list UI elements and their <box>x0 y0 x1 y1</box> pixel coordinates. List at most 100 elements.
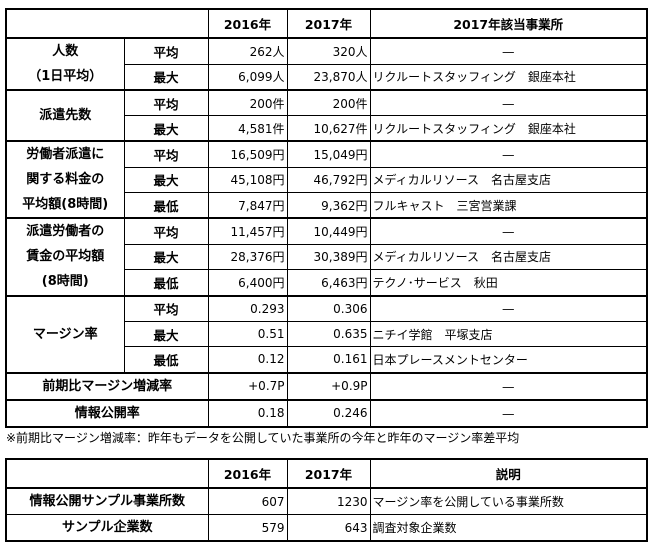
table-row: 派遣先数 平均 200件 200件 — <box>5 88 648 142</box>
table-row: 労働者派遣に 関する料金の 平均額(8時間) 平均 16,509円 15,049円 — <box>5 140 648 219</box>
table-row: 情報公開サンプル事業所数 607 1230 マージン率を公開している事業所数 <box>5 487 648 515</box>
table-row: 最大 28,376円 30,389円 メディカルリソース 名古屋支店 <box>6 243 648 271</box>
sub-label: 最大 <box>123 243 209 271</box>
table-row: 最低 7,847円 9,362円 フルキャスト 三宮営業課 <box>6 192 648 219</box>
table-row: サンプル企業数 579 643 調査対象企業数 <box>5 514 648 542</box>
header-2017: 2017年 <box>286 8 371 39</box>
group-label-line: 関する料金の <box>26 172 105 188</box>
value-2016: 11,457円 <box>207 217 288 245</box>
value-2017: 46,792円 <box>286 166 371 194</box>
sub-label: 最大 <box>123 63 209 91</box>
header-office: 2017年該当事業所 <box>369 8 648 39</box>
office-name: — <box>369 217 648 245</box>
office-name: — <box>369 371 648 401</box>
row-label: サンプル企業数 <box>5 514 209 542</box>
value-2016: 7,847円 <box>207 192 288 219</box>
group-label: 人数 （1日平均） <box>5 37 125 91</box>
office-name: — <box>369 89 648 117</box>
value-2016: 6,099人 <box>207 63 288 91</box>
value-2016: 16,509円 <box>207 140 288 168</box>
sub-label: 最低 <box>123 346 209 374</box>
footnote: ※前期比マージン増減率：昨年もデータを公開していた事業所の今年と昨年のマージン率… <box>6 431 520 445</box>
value-2017: 23,870人 <box>286 63 371 91</box>
value-2016: 262人 <box>207 37 288 65</box>
value-2016: 0.12 <box>207 346 288 374</box>
value-2016: 200件 <box>207 89 288 117</box>
header-blank <box>5 8 209 39</box>
value-2016: 6,400円 <box>207 269 288 296</box>
value-2016: 579 <box>207 514 288 542</box>
value-2017: 6,463円 <box>286 269 371 296</box>
office-name: テクノ･サービス 秋田 <box>369 269 648 296</box>
office-name: — <box>369 140 648 168</box>
value-2017: 9,362円 <box>286 192 371 219</box>
value-2017: 10,449円 <box>286 217 371 245</box>
value-2017: 10,627件 <box>286 115 371 142</box>
header-row: 2016年 2017年 説明 <box>5 458 648 489</box>
value-2017: 643 <box>286 514 371 542</box>
value-2017: 30,389円 <box>286 243 371 271</box>
office-name: メディカルリソース 名古屋支店 <box>369 243 648 271</box>
value-2017: 0.635 <box>286 320 371 348</box>
group-label: 派遣労働者の 賃金の平均額 (8時間) <box>5 217 125 297</box>
office-name: — <box>369 37 648 65</box>
group-label-line: 労働者派遣に <box>26 147 105 163</box>
sub-label: 最大 <box>123 320 209 348</box>
value-2017: 320人 <box>286 37 371 65</box>
sub-label: 平均 <box>123 140 209 168</box>
table-row: 前期比マージン増減率 +0.7P +0.9P — <box>5 371 648 401</box>
value-2017: 200件 <box>286 89 371 117</box>
description: マージン率を公開している事業所数 <box>369 487 648 515</box>
value-2016: +0.7P <box>207 371 288 401</box>
value-2016: 45,108円 <box>207 166 288 194</box>
table-row: 派遣労働者の 賃金の平均額 (8時間) 平均 11,457円 10,449円 — <box>5 217 648 297</box>
office-name: 日本プレースメントセンター <box>369 346 648 374</box>
office-name: ニチイ学館 平塚支店 <box>369 320 648 348</box>
sub-label: 最大 <box>123 115 209 142</box>
sub-label: 最低 <box>123 269 209 296</box>
header-2016: 2016年 <box>207 458 288 489</box>
sub-label: 平均 <box>123 217 209 245</box>
table-row: マージン率 平均 0.293 0.306— <box>5 294 648 374</box>
sample-table: 2016年 2017年 説明 情報公開サンプル事業所数 607 1230 マージン率を公開し… <box>5 458 648 542</box>
value-2016: 0.18 <box>207 398 288 428</box>
header-description: 説明 <box>369 458 648 489</box>
office-name: リクルートスタッフィング 銀座本社 <box>369 63 648 91</box>
table-row: 最大 6,099人 23,870人 リクルートスタッフィング 銀座本社 <box>6 63 648 91</box>
value-2016: 4,581件 <box>207 115 288 142</box>
value-2016: 607 <box>207 487 288 515</box>
group-label-line: 平均額(8時間) <box>22 197 109 213</box>
value-2017: 15,049円 <box>286 140 371 168</box>
row-label: 前期比マージン増減率 <box>5 371 209 401</box>
sub-label: 最低 <box>123 192 209 219</box>
group-label-line: 人数 <box>52 44 79 59</box>
table-row: 最大 45,108円 46,792円 メディカルリソース 名古屋支店 <box>6 166 648 194</box>
group-label-line: 賃金の平均額 <box>26 249 105 265</box>
sub-label: 平均 <box>123 37 209 65</box>
office-name: — <box>369 398 648 428</box>
table-row: 情報公開率 0.18 0.246— <box>5 398 648 428</box>
group-label: 派遣先数 <box>5 88 125 142</box>
group-label: マージン率 <box>5 294 125 374</box>
table-row: 最低 6,400円 6,463円 テクノ･サービス 秋田 <box>6 269 648 296</box>
value-2017: 0.246 <box>286 398 371 428</box>
sub-label: 平均 <box>123 294 209 322</box>
value-2017: 1230 <box>286 487 371 515</box>
group-label-line: (8時間) <box>41 274 89 290</box>
value-2017: +0.9P <box>286 371 371 401</box>
office-name: メディカルリソース 名古屋支店 <box>369 166 648 194</box>
group-label-line: マージン率 <box>32 326 98 342</box>
row-label: 情報公開サンプル事業所数 <box>5 487 209 515</box>
value-2016: 28,376円 <box>207 243 288 271</box>
group-label-line: 派遣労働者の <box>26 224 105 240</box>
header-2016: 2016年 <box>207 8 288 39</box>
office-name: フルキャスト 三宮営業課 <box>369 192 648 219</box>
value-2017: 0.306 <box>286 294 371 322</box>
header-row: 2016年 2017年 2017年該当事業所 <box>5 8 648 39</box>
group-label-line: 派遣先数 <box>39 108 92 124</box>
table-row: 最大 4,581件 10,627件 リクルートスタッフィング 銀座本社 <box>6 115 648 142</box>
header-2017: 2017年 <box>286 458 371 489</box>
sub-label: 最大 <box>123 166 209 194</box>
office-name: リクルートスタッフィング 銀座本社 <box>369 115 648 142</box>
table-row: 最低 0.12 0.161 日本プレースメントセンター <box>6 346 648 374</box>
